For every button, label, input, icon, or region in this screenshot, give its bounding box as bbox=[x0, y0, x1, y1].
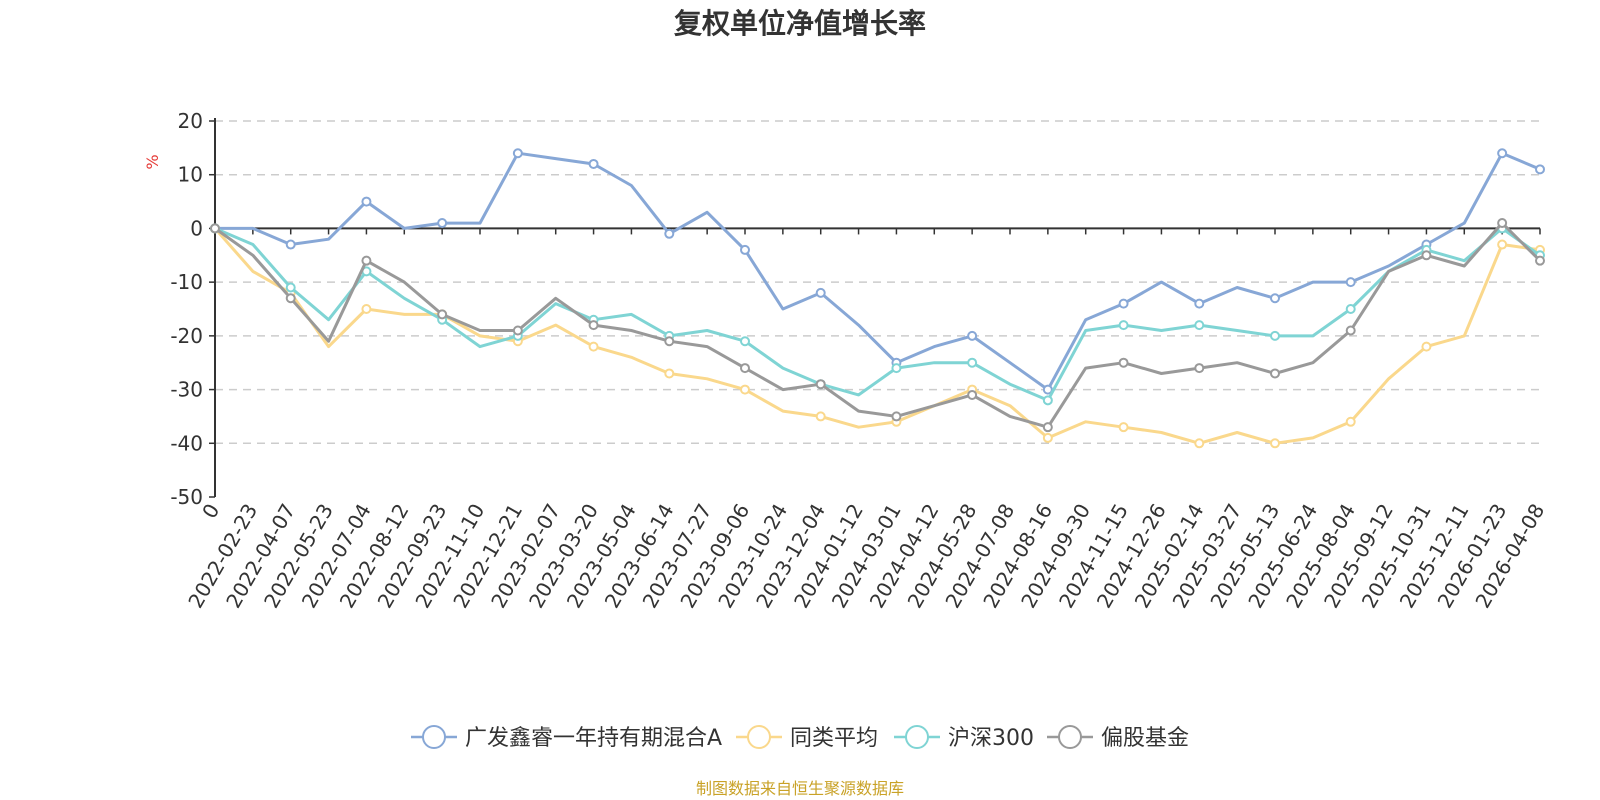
legend-label: 广发鑫睿一年持有期混合A bbox=[465, 726, 722, 751]
data-point bbox=[1421, 341, 1432, 352]
legend-marker-icon bbox=[422, 725, 446, 749]
data-point bbox=[664, 228, 675, 239]
x-tick-label: 0 bbox=[197, 500, 224, 523]
y-tick-label: -20 bbox=[170, 324, 203, 348]
data-point bbox=[512, 148, 523, 159]
series-lines bbox=[210, 148, 1545, 449]
data-point bbox=[1270, 438, 1280, 449]
legend-label: 偏股基金 bbox=[1101, 726, 1189, 751]
data-point bbox=[740, 336, 750, 347]
data-point bbox=[1345, 416, 1356, 427]
y-tick-label: -50 bbox=[170, 485, 203, 509]
legend-label: 沪深300 bbox=[948, 726, 1034, 751]
data-point bbox=[588, 158, 599, 169]
data-point bbox=[1118, 422, 1129, 433]
data-point bbox=[664, 336, 675, 347]
data-point bbox=[1042, 422, 1053, 433]
series-0 bbox=[210, 148, 1545, 395]
data-point bbox=[1497, 218, 1508, 229]
y-tick-label: 10 bbox=[178, 163, 203, 187]
series-3 bbox=[210, 218, 1545, 433]
data-point bbox=[437, 218, 448, 229]
y-tick-label: 0 bbox=[190, 216, 203, 240]
data-point bbox=[1270, 368, 1280, 379]
data-point bbox=[967, 389, 978, 400]
data-point bbox=[1194, 298, 1205, 309]
x-tick-labels: 02022-02-232022-04-072022-05-232022-07-0… bbox=[183, 500, 1549, 613]
legend-marker-icon bbox=[905, 725, 929, 749]
data-point bbox=[967, 330, 978, 341]
data-point bbox=[1118, 298, 1129, 309]
source-note: 制图数据来自恒生聚源数据库 bbox=[696, 779, 904, 798]
data-point bbox=[1042, 395, 1053, 406]
data-point bbox=[1345, 304, 1356, 314]
data-point bbox=[210, 223, 220, 234]
data-point bbox=[361, 196, 372, 207]
data-point bbox=[361, 304, 372, 314]
data-point bbox=[1270, 330, 1280, 341]
data-point bbox=[1421, 250, 1432, 261]
data-point bbox=[1535, 255, 1545, 266]
data-point bbox=[1535, 164, 1545, 175]
data-point bbox=[1042, 384, 1053, 395]
data-point bbox=[815, 379, 826, 390]
data-point bbox=[1497, 239, 1508, 250]
data-point bbox=[891, 411, 902, 422]
data-point bbox=[285, 293, 296, 304]
y-tick-label: -40 bbox=[170, 431, 203, 455]
data-point bbox=[664, 368, 675, 379]
y-tick-labels: 20 10 0 -10 -20 -30 -40 -50 bbox=[170, 109, 203, 509]
chart-title: 复权单位净值增长率 bbox=[674, 7, 926, 40]
data-point bbox=[285, 282, 296, 293]
data-point bbox=[437, 309, 448, 320]
y-tick-label: -10 bbox=[170, 270, 203, 294]
data-point bbox=[1270, 293, 1280, 304]
legend-marker-icon bbox=[747, 725, 771, 749]
y-tick-label: 20 bbox=[178, 109, 203, 133]
y-tick-label: -30 bbox=[170, 378, 203, 402]
data-point bbox=[588, 320, 599, 331]
data-point bbox=[285, 239, 296, 250]
legend-item-0[interactable]: 广发鑫睿一年持有期混合A bbox=[411, 725, 722, 751]
data-point bbox=[361, 255, 372, 266]
data-point bbox=[815, 411, 826, 422]
data-point bbox=[1194, 363, 1205, 374]
data-point bbox=[1042, 432, 1053, 443]
legend-marker-icon bbox=[1058, 725, 1082, 749]
legend-item-2[interactable]: 沪深300 bbox=[894, 725, 1034, 751]
data-point bbox=[740, 384, 750, 395]
data-point bbox=[1345, 325, 1356, 336]
data-point bbox=[740, 363, 750, 374]
legend-item-1[interactable]: 同类平均 bbox=[736, 725, 878, 751]
data-point bbox=[891, 363, 902, 374]
data-point bbox=[1345, 277, 1356, 288]
data-point bbox=[1194, 320, 1205, 331]
series-line bbox=[214, 221, 1542, 429]
data-point bbox=[815, 287, 826, 298]
series-line bbox=[214, 226, 1541, 402]
legend-label: 同类平均 bbox=[790, 726, 878, 751]
grid-lines bbox=[215, 120, 1540, 445]
legend[interactable]: 广发鑫睿一年持有期混合A 同类平均 沪深300 偏股基金 bbox=[411, 725, 1189, 751]
data-point bbox=[512, 325, 523, 336]
data-point bbox=[588, 341, 599, 352]
data-point bbox=[1194, 438, 1205, 449]
series-line bbox=[215, 151, 1541, 392]
series-line bbox=[213, 227, 1541, 445]
data-point bbox=[967, 357, 978, 368]
data-point bbox=[1497, 148, 1508, 159]
legend-item-3[interactable]: 偏股基金 bbox=[1047, 725, 1189, 751]
y-axis-label: % bbox=[143, 154, 162, 169]
data-point bbox=[1118, 357, 1129, 368]
data-point bbox=[740, 244, 750, 255]
data-point bbox=[1118, 320, 1129, 331]
